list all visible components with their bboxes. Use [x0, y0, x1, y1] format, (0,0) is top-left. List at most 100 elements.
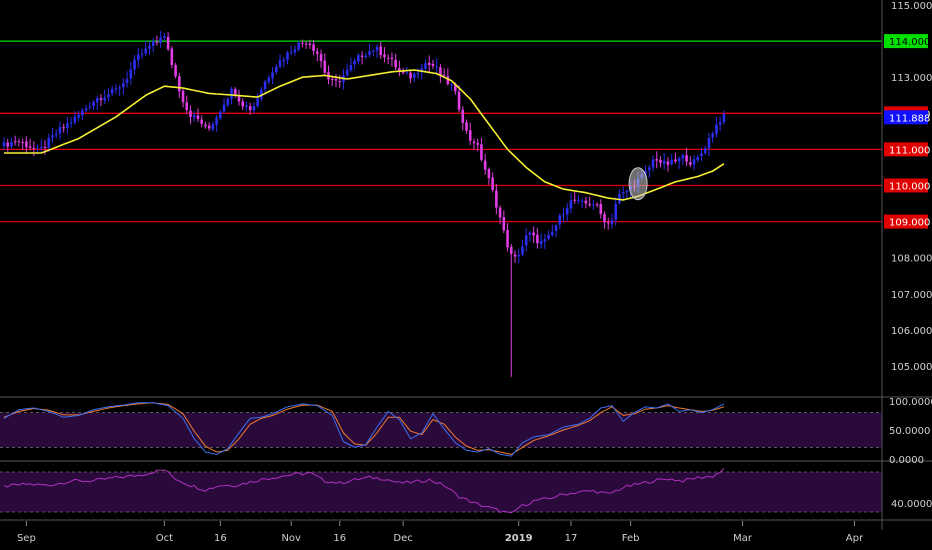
candle-body — [226, 98, 230, 106]
candle-body — [551, 231, 554, 236]
candle-body — [703, 148, 707, 154]
candle-body — [349, 64, 353, 71]
candle-body — [357, 55, 360, 62]
candle-body — [319, 53, 323, 62]
last-price-label: 111.888 — [889, 113, 930, 124]
candle-body — [554, 225, 558, 232]
candle-body — [465, 122, 468, 131]
candle-body — [170, 48, 174, 66]
level-price-badge — [884, 214, 928, 229]
candle-body — [517, 255, 521, 257]
candle-body — [468, 130, 472, 141]
rsi-line — [3, 468, 725, 514]
candle-body — [651, 159, 655, 168]
candle-body — [599, 204, 603, 215]
candle-body — [10, 142, 13, 147]
stochastic-axis-tick-label: 50.0000 — [889, 426, 930, 437]
candle-body — [245, 105, 248, 108]
candle-body — [427, 62, 431, 65]
candle-body — [386, 57, 390, 59]
candle-body — [151, 40, 155, 46]
candle-body — [625, 190, 629, 193]
candle-body — [62, 127, 65, 129]
candle-body — [73, 116, 77, 123]
candle-body — [174, 64, 177, 77]
candle-body — [401, 70, 405, 73]
candle-body — [454, 83, 457, 92]
candle-body — [345, 69, 349, 76]
rsi-band — [0, 472, 882, 512]
candle-body — [6, 142, 10, 147]
candle-body — [148, 45, 151, 49]
price-axis[interactable]: 115.000 113.000 108.000 107.000 106.000 105.0… — [881, 0, 932, 530]
candle-body — [696, 156, 700, 161]
candle-body — [99, 98, 103, 100]
candle-body — [219, 111, 222, 119]
candle-body — [92, 101, 95, 107]
rsi-pane[interactable] — [0, 468, 932, 521]
candle-body — [670, 159, 673, 165]
candle-body — [580, 200, 584, 202]
time-axis-tick-label: Apr — [846, 533, 864, 544]
candle-body — [133, 59, 136, 70]
candle-body — [416, 72, 420, 75]
candle-body — [353, 60, 356, 65]
candle-body — [435, 66, 438, 68]
candle-body — [293, 49, 297, 53]
candle-body — [371, 50, 375, 52]
candle-body — [409, 72, 412, 79]
stochastic-band — [0, 412, 882, 448]
candle-body — [260, 89, 263, 99]
candle-body — [54, 133, 58, 136]
candle-body — [32, 147, 36, 149]
time-axis-tick-label: Oct — [156, 533, 173, 544]
time-axis-tick-label: 16 — [214, 533, 227, 544]
time-axis-tick-label: Feb — [622, 533, 640, 544]
candle-body — [562, 213, 565, 216]
candle-body — [666, 161, 670, 165]
stochastic-axis-tick-label: 100.0000 — [889, 397, 932, 408]
level-price-label: 111.000 — [889, 145, 930, 156]
candle-body — [81, 110, 84, 116]
candle-body — [304, 43, 308, 45]
candle-body — [163, 36, 166, 38]
candle-body — [707, 137, 711, 149]
candle-body — [338, 81, 341, 83]
candle-body — [66, 123, 69, 129]
candle-body — [77, 114, 80, 118]
candle-body — [207, 125, 211, 129]
level-price-badge — [884, 178, 928, 193]
candle-body — [375, 46, 379, 51]
candle-body — [383, 54, 386, 58]
candle-body — [565, 208, 569, 215]
candle-body — [718, 122, 722, 125]
candle-body — [248, 106, 252, 111]
last-price-badge — [884, 110, 928, 125]
candle-body — [662, 160, 666, 164]
main-price-pane[interactable] — [0, 30, 932, 398]
candle-body — [495, 190, 498, 208]
candle-body — [472, 141, 476, 144]
time-axis-tick-label: Nov — [281, 533, 301, 544]
candle-body — [118, 87, 121, 89]
candle-body — [483, 160, 487, 170]
candle-body — [40, 147, 43, 149]
candle-body — [58, 127, 62, 134]
time-axis[interactable]: Sep Oct 16 Nov 16 Dec 2019 17 Feb Mar Apr — [17, 521, 864, 544]
price-axis-tick-label: 105.000 — [891, 362, 932, 373]
candle-body — [603, 214, 606, 223]
candle-body — [330, 78, 334, 80]
stochastic-pane[interactable] — [0, 402, 932, 462]
candle-body — [413, 73, 416, 78]
level-price-label: 110.000 — [889, 182, 930, 193]
candle-body — [502, 217, 506, 231]
candle-body — [685, 155, 688, 162]
candle-body — [584, 200, 588, 204]
level-price-label: 114.000 — [889, 37, 930, 48]
candle-body — [28, 146, 32, 148]
candle-body — [524, 235, 528, 246]
highlight-marker[interactable] — [628, 167, 648, 201]
candle-body — [192, 114, 196, 118]
candle-body — [21, 142, 24, 144]
